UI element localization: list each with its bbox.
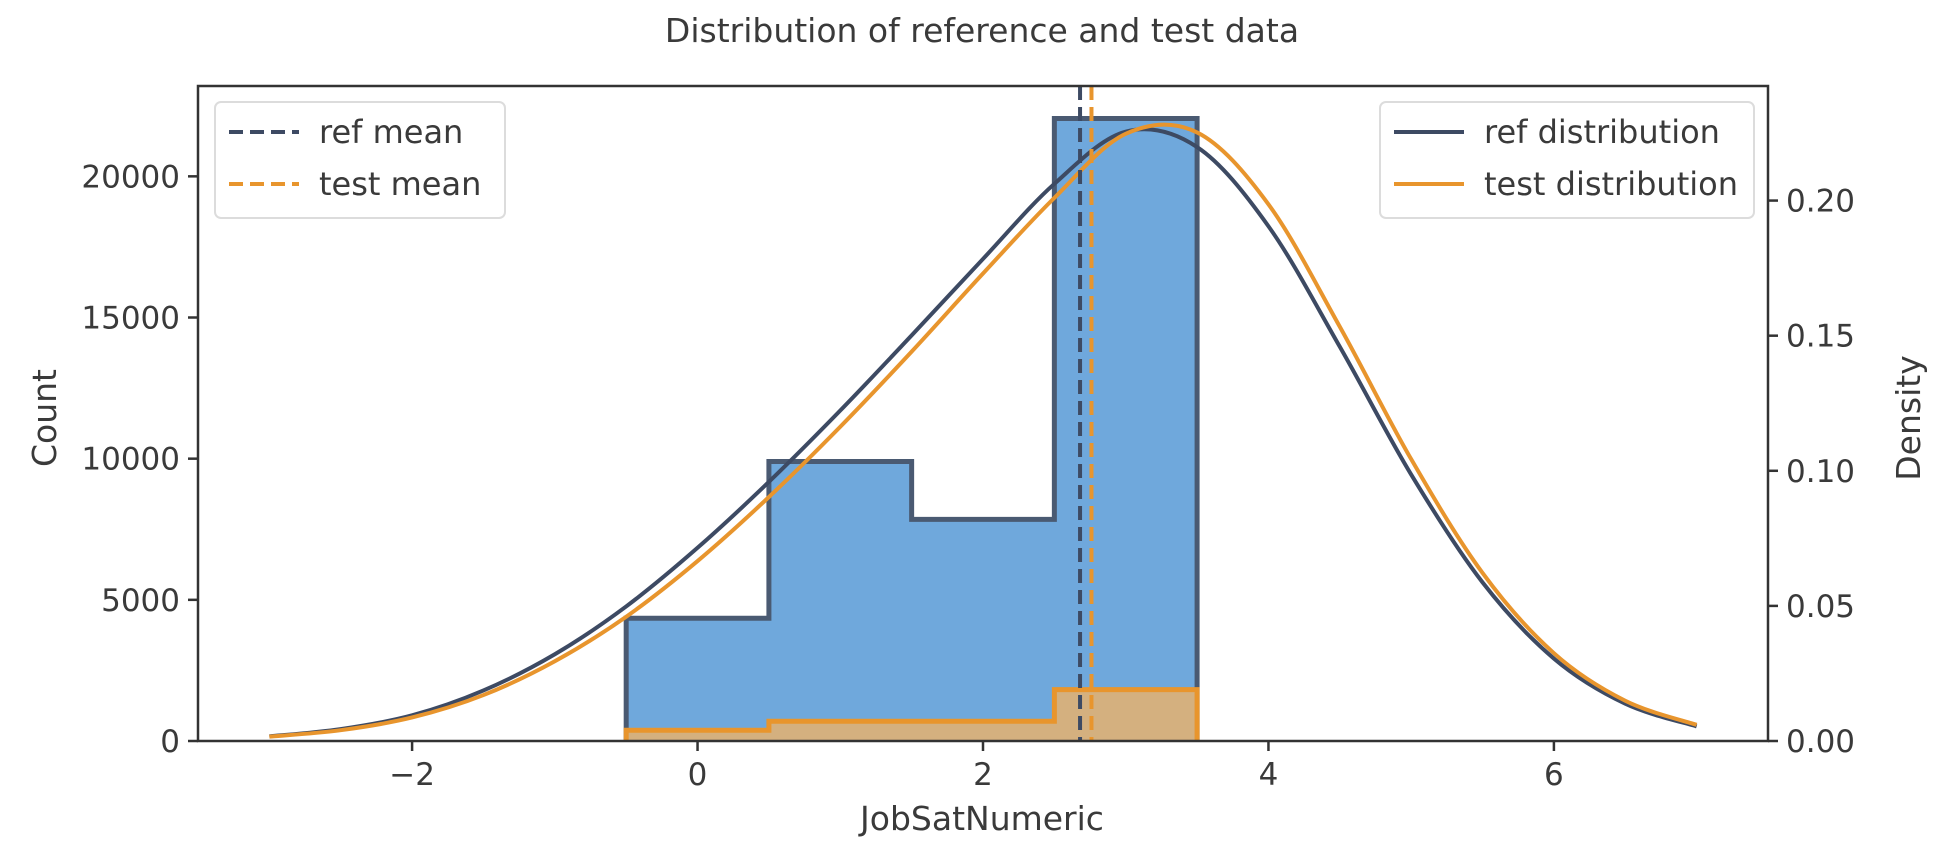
x-tick-label: 0 — [688, 757, 708, 793]
y-tick-label: 15000 — [81, 301, 180, 337]
y-tick-label: 5000 — [101, 583, 180, 619]
x-tick-label: 6 — [1544, 757, 1564, 793]
ref-histogram-fill — [626, 118, 1198, 742]
y2-tick-label: 0.15 — [1786, 319, 1855, 355]
x-tick-label: 2 — [973, 757, 993, 793]
legend-label: test mean — [319, 165, 481, 203]
y2-axis-label: Density — [1889, 355, 1928, 480]
axes: −2 0 2 4 6 0 5000 10000 15000 20000 0.00 0.05 0.10 0.… — [81, 84, 1855, 793]
y-tick-label: 10000 — [81, 442, 180, 478]
legend-label: ref distribution — [1484, 113, 1720, 151]
x-tick-label: −2 — [389, 757, 435, 793]
ref-distribution-curve — [269, 127, 1698, 739]
legend-means: ref mean test mean — [214, 101, 506, 219]
legend-label: test distribution — [1484, 165, 1738, 203]
legend-box — [1379, 101, 1755, 219]
chart-title: Distribution of reference and test data — [665, 11, 1299, 50]
y-axis-label: Count — [25, 369, 64, 467]
y2-tick-label: 0.05 — [1786, 589, 1855, 625]
y2-tick-label: 0.20 — [1786, 184, 1855, 220]
y-tick-label: 20000 — [81, 159, 180, 195]
test-histogram-outline — [623, 687, 1200, 741]
ref-histogram-outline — [623, 115, 1200, 741]
x-tick-label: 4 — [1259, 757, 1279, 793]
plot-area — [269, 86, 1698, 742]
y-tick-label: 0 — [160, 724, 180, 760]
y2-tick-label: 0.00 — [1786, 724, 1855, 760]
legend-distributions: ref distribution test distribution — [1379, 101, 1755, 219]
test-distribution-curve — [269, 122, 1698, 739]
legend-label: ref mean — [319, 113, 463, 151]
y2-tick-label: 0.10 — [1786, 454, 1855, 490]
legend-box — [214, 101, 506, 219]
x-axis-label: JobSatNumeric — [858, 799, 1104, 838]
